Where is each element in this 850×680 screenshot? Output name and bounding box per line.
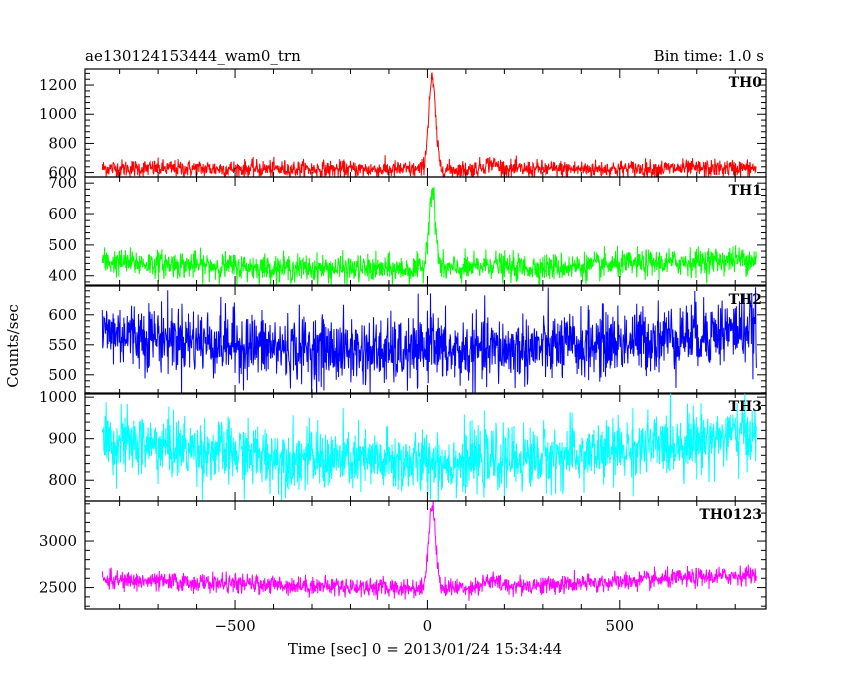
y-tick-label: 600 bbox=[48, 164, 77, 182]
y-tick-label: 400 bbox=[48, 267, 77, 285]
x-axis-title: Time [sec] 0 = 2013/01/24 15:34:44 bbox=[288, 640, 562, 658]
panel-label-th1: TH1 bbox=[729, 183, 762, 199]
panel-label-th2: TH2 bbox=[729, 292, 762, 308]
y-tick-label: 900 bbox=[48, 430, 77, 448]
y-tick-label: 2500 bbox=[39, 579, 77, 597]
y-tick-label: 700 bbox=[48, 174, 77, 192]
y-tick-label: 600 bbox=[48, 205, 77, 223]
y-tick-label: 550 bbox=[48, 336, 77, 354]
series-line-th1 bbox=[101, 185, 757, 285]
y-tick-label: 1000 bbox=[39, 105, 77, 123]
panel-frame bbox=[84, 176, 767, 286]
series-line-th0 bbox=[101, 72, 757, 177]
y-tick-label: 800 bbox=[48, 471, 77, 489]
series-line-th0123 bbox=[101, 501, 757, 601]
chart-title-right: Bin time: 1.0 s bbox=[654, 47, 764, 65]
x-tick-label: 0 bbox=[423, 617, 433, 635]
y-axis-title: Counts/sec bbox=[4, 304, 22, 388]
y-tick-label: 800 bbox=[48, 134, 77, 152]
y-tick-label: 500 bbox=[48, 366, 77, 384]
series-line-th3 bbox=[101, 393, 757, 501]
panel-label-th3: TH3 bbox=[729, 399, 762, 415]
y-tick-label: 3000 bbox=[39, 532, 77, 550]
chart-title-left: ae130124153444_wam0_trn bbox=[85, 47, 301, 65]
panels: TH060080010001200TH1400500600700TH250055… bbox=[39, 68, 767, 635]
panel-label-th0123: TH0123 bbox=[699, 507, 762, 523]
panel-frame bbox=[84, 68, 767, 178]
series-line-th2 bbox=[101, 287, 757, 394]
x-tick-label: −500 bbox=[214, 617, 255, 635]
y-tick-label: 500 bbox=[48, 236, 77, 254]
y-tick-label: 600 bbox=[48, 306, 77, 324]
panel-frame bbox=[84, 500, 767, 610]
panel-frame bbox=[84, 285, 767, 395]
panel-label-th0: TH0 bbox=[729, 75, 763, 91]
x-tick-label: 500 bbox=[605, 617, 634, 635]
y-tick-label: 1000 bbox=[39, 388, 77, 406]
y-tick-label: 1200 bbox=[39, 76, 77, 94]
